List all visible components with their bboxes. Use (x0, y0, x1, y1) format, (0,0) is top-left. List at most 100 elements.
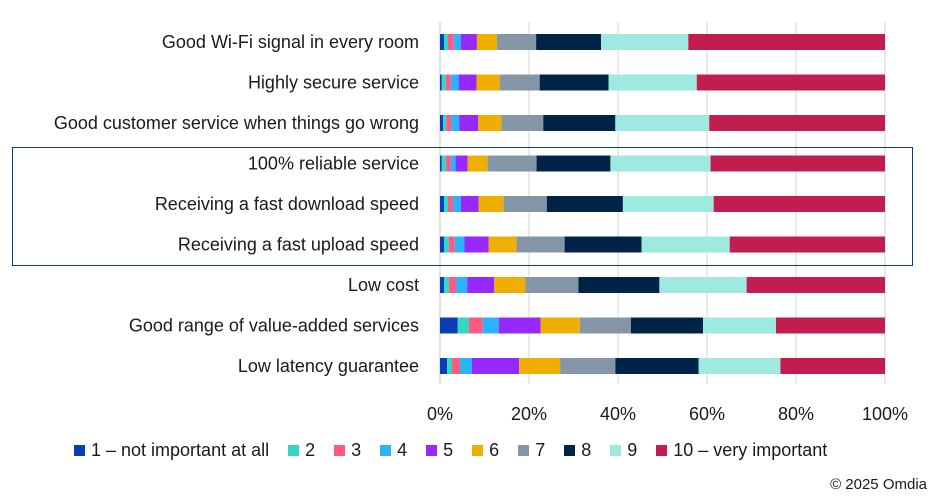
legend-swatch (518, 445, 530, 456)
bar-segment (482, 317, 499, 334)
category-label: Receiving a fast upload speed (178, 235, 419, 255)
bar-segment (560, 358, 616, 374)
bar-segment (710, 155, 885, 172)
bar-segment (441, 74, 446, 91)
legend: 1 – not important at all 2 3 4 5 6 7 8 9 10 – ver… (74, 440, 846, 461)
bar-segment (579, 317, 631, 334)
bar-segment (450, 74, 459, 91)
bar-segment (468, 317, 483, 334)
legend-item: 10 – very important (656, 440, 827, 461)
legend-label: 8 (581, 440, 592, 460)
legend-label: 5 (443, 440, 454, 460)
bar-segment (464, 236, 489, 253)
bar-segment (440, 196, 445, 212)
legend-label: 7 (535, 440, 546, 460)
bar-group (440, 196, 885, 212)
bar-segment (775, 317, 885, 334)
category-labels: Good Wi-Fi signal in every room Highly se… (54, 32, 419, 376)
bar-segment (476, 74, 500, 91)
bar-segment (713, 196, 885, 212)
legend-label: 4 (397, 440, 408, 460)
category-label: Highly secure service (248, 73, 419, 93)
bar-segment (578, 277, 660, 293)
bar-segment (546, 196, 623, 212)
bar-segment (746, 277, 885, 293)
bar-segment (444, 277, 449, 293)
legend-item: 3 (334, 440, 361, 461)
bar-segment (519, 358, 561, 374)
x-tick-label: 40% (600, 404, 636, 424)
bar-segment (540, 317, 580, 334)
bar-group (440, 358, 885, 374)
bar-segment (448, 34, 454, 50)
bar-segment (448, 196, 453, 212)
legend-swatch (610, 445, 622, 456)
legend-swatch (472, 445, 484, 456)
bar-segment (709, 115, 885, 131)
bar-segment (536, 155, 611, 172)
legend-label: 2 (305, 440, 316, 460)
bar-segment (478, 196, 504, 212)
bar-segment (447, 358, 453, 374)
bar-segment (444, 34, 449, 50)
bar-segment (476, 34, 497, 50)
bar-group (440, 277, 885, 293)
bar-segment (440, 236, 445, 253)
bar-segment (454, 236, 465, 253)
bar-segment (441, 155, 446, 172)
bar-segment (630, 317, 703, 334)
bar-segment (448, 236, 455, 253)
bar-segment (501, 115, 544, 131)
bar-segment (539, 74, 609, 91)
bar-segment (440, 317, 458, 334)
bar-segment (440, 34, 445, 50)
bar-segment (440, 115, 444, 131)
bar-segment (688, 34, 885, 50)
bar-segment (440, 358, 448, 374)
bar-segment (496, 34, 537, 50)
bar-segment (446, 115, 452, 131)
bar-segment (696, 74, 885, 91)
bar-segment (659, 277, 747, 293)
bar-segment (443, 115, 447, 131)
bar-segment (452, 358, 461, 374)
bar-segment (564, 236, 642, 253)
legend-label: 9 (627, 440, 638, 460)
x-tick-label: 0% (427, 404, 453, 424)
category-label: 100% reliable service (248, 154, 419, 174)
bar-segment (448, 277, 457, 293)
legend-swatch (288, 445, 300, 456)
bar-segment (702, 317, 776, 334)
bar-group (440, 236, 885, 253)
bar-group (440, 317, 885, 334)
bars (440, 34, 885, 374)
bar-segment (478, 115, 502, 131)
legend-item: 1 – not important at all (74, 440, 269, 461)
category-label: Receiving a fast download speed (155, 194, 419, 214)
stacked-bar-chart: Good Wi-Fi signal in every room Highly se… (54, 22, 908, 424)
legend-label: 1 – not important at all (91, 440, 270, 460)
bar-segment (601, 34, 689, 50)
bar-segment (450, 155, 456, 172)
category-label: Good customer service when things go wro… (54, 113, 419, 133)
bar-segment (460, 34, 477, 50)
bar-segment (525, 277, 579, 293)
x-axis-tick-labels: 0% 20% 40% 60% 80% 100% (427, 404, 908, 424)
bar-segment (444, 236, 449, 253)
category-label: Good Wi-Fi signal in every room (162, 32, 419, 52)
legend-item: 5 (426, 440, 453, 461)
legend-item: 7 (518, 440, 545, 461)
category-label: Good range of value-added services (129, 316, 419, 336)
bar-group (440, 155, 885, 172)
bar-segment (608, 74, 697, 91)
category-label: Low cost (348, 275, 419, 295)
bar-segment (498, 317, 541, 334)
legend-swatch (426, 445, 438, 456)
bar-segment (610, 155, 711, 172)
bar-group (440, 115, 885, 131)
legend-swatch (564, 445, 576, 456)
legend-item: 2 (288, 440, 315, 461)
bar-segment (455, 155, 468, 172)
bar-segment (456, 277, 468, 293)
bar-segment (641, 236, 730, 253)
